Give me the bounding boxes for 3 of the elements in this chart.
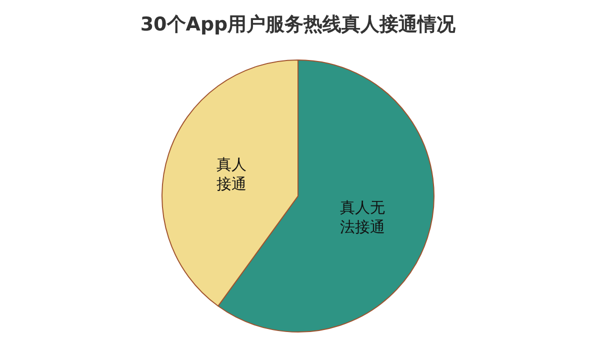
chart-title: 30个App用户服务热线真人接通情况 <box>140 13 457 36</box>
slice-label: 真人无法接通 <box>340 198 386 236</box>
slice-label: 真人接通 <box>216 156 247 194</box>
